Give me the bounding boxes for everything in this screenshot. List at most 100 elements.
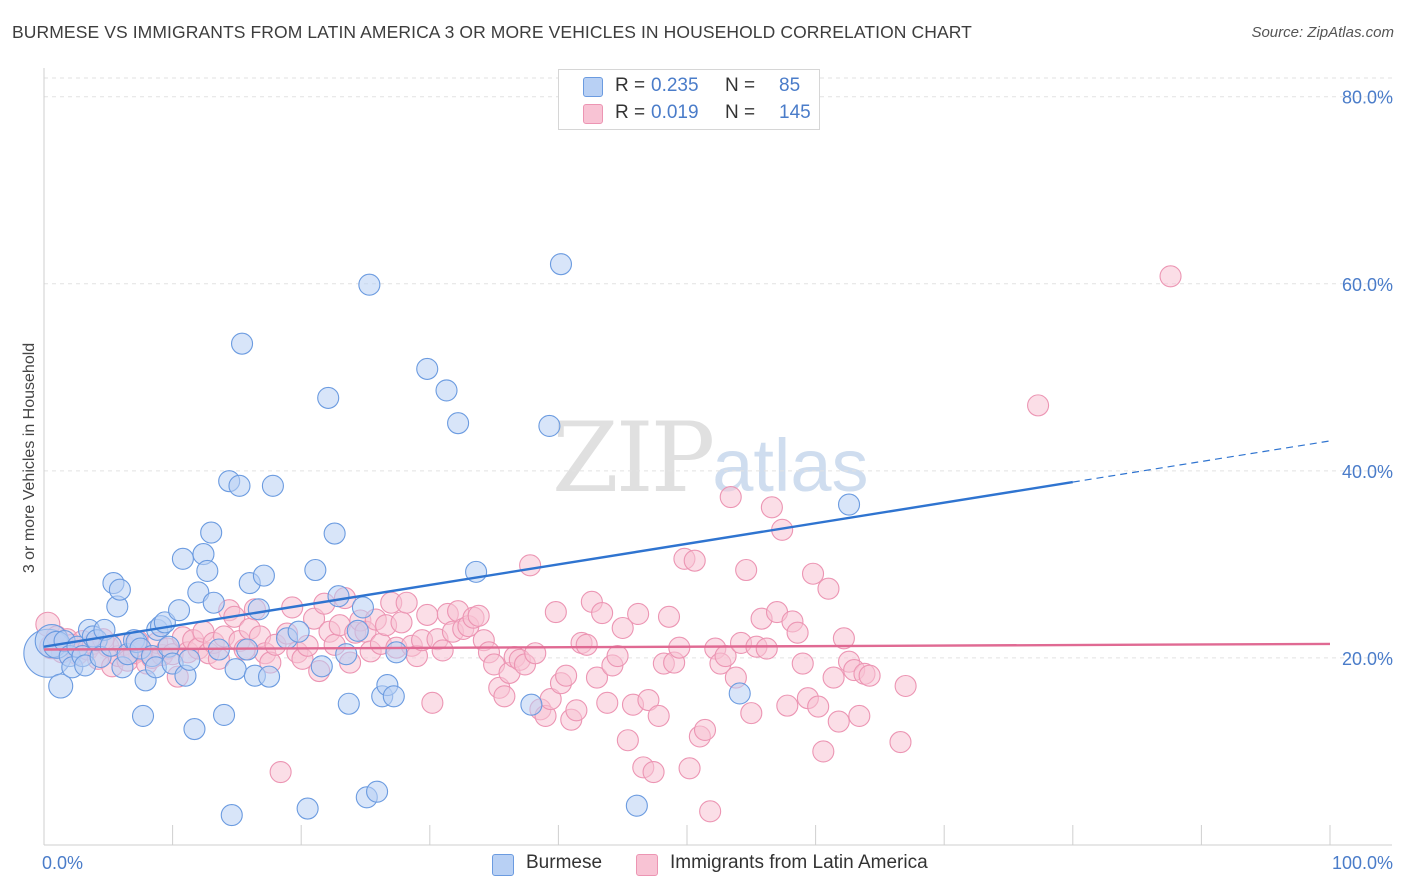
burmese-point [337,692,360,715]
latam-point [585,666,609,689]
correlation-legend: R = 0.235 N = 85 R = 0.019 N = 145 [558,69,820,130]
latam-point [390,611,413,634]
burmese-point [304,558,327,582]
bottom-legend-swatch-burmese [492,854,514,876]
latam-point [395,591,418,614]
burmese-trend-extension [1072,440,1331,483]
latam-point [524,642,547,665]
latam-point [678,757,701,780]
burmese-point [196,559,219,582]
latam-point [1027,394,1050,417]
latam-point [544,601,567,624]
latam-point [786,621,809,644]
latam-point [719,485,742,509]
latam-point [812,740,835,763]
burmese-point [323,522,346,545]
burmese-point [366,780,389,803]
latam-point [431,639,454,662]
burmese-point [171,547,194,570]
burmese-trend-line [43,480,1073,648]
latam-point [493,685,516,708]
latam-point [776,694,799,717]
latam-point [1159,265,1182,288]
latam-point [627,602,650,626]
burmese-point [187,581,210,604]
burmese-point [257,665,281,688]
latam-point [760,496,783,519]
latam-point [565,699,588,722]
burmese-point [385,641,408,664]
latam-point [755,637,778,660]
latam-point [575,633,598,656]
burmese-point [287,620,310,643]
legend-r-value: 0.019 [651,102,699,123]
x-tick-label-start: 0.0% [42,853,83,873]
tick-labels: 20.0% 40.0% 60.0% 80.0% 0.0% 100.0% [42,88,1393,873]
y-tick-label: 80.0% [1342,88,1393,108]
latam-point [647,704,670,727]
burmese-point [358,273,381,296]
burmese-point [538,414,561,438]
latam-point [421,691,444,714]
latam-point [637,688,660,712]
latam-point [827,710,850,733]
series-latam-points [35,265,1182,823]
latam-point [889,731,912,754]
burmese-point [549,253,573,276]
burmese-point [200,521,223,544]
watermark: ZIPatlas [552,402,869,514]
burmese-point [108,578,131,601]
burmese-point [435,379,458,402]
burmese-point [224,658,247,681]
latam-point [269,760,292,784]
burmese-point [346,619,369,642]
latam-point [740,702,763,725]
burmese-point [230,332,254,355]
legend-n-label: N = [725,102,756,123]
latam-point [683,549,706,572]
latam-point [657,605,681,628]
legend-n-value: 85 [779,75,801,96]
latam-point [467,604,490,627]
latam-point [822,666,845,689]
legend-r-label: R = [615,75,646,96]
latam-point [519,554,542,577]
latam-point [416,603,439,626]
latam-point [642,760,665,784]
burmese-point [183,717,206,741]
latam-point [591,601,614,625]
legend-r-label: R = [615,102,646,123]
burmese-point [382,685,405,708]
latam-point [791,652,814,675]
legend-n-value: 145 [779,102,811,123]
legend-r-value: 0.235 [651,75,699,96]
latam-point [596,691,619,714]
burmese-point [728,682,751,705]
burmese-point [48,673,74,699]
burmese-point [252,564,275,587]
legend-swatch-latam [583,104,603,124]
burmese-point [202,591,225,614]
bottom-legend-label-burmese: Burmese [526,852,603,873]
burmese-point [296,797,319,820]
burmese-point [351,596,374,619]
burmese-point [837,493,861,516]
y-tick-label: 60.0% [1342,275,1393,295]
watermark-zip: ZIP [552,402,715,514]
latam-trend-line [43,642,1331,651]
burmese-point [335,643,358,666]
bottom-legend-swatch-latam [636,854,658,876]
burmese-point [212,703,236,727]
burmese-point [220,804,243,827]
bottom-legend-label-latam: Immigrants from Latin America [670,852,928,873]
burmese-point [261,474,284,497]
burmese-point [416,357,439,380]
burmese-point [178,648,201,671]
latam-point [699,800,722,823]
latam-point [693,718,717,742]
burmese-point [327,585,350,608]
latam-point [611,616,634,640]
latam-point [832,627,855,650]
source-label: Source: ZipAtlas.com [1251,24,1394,41]
